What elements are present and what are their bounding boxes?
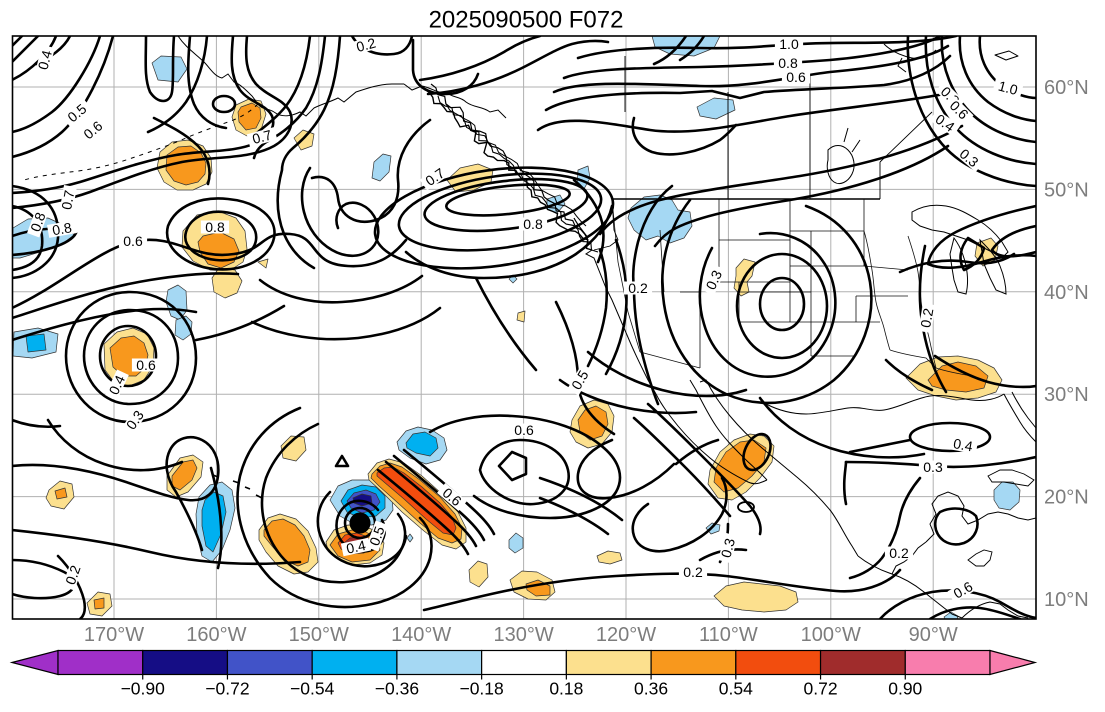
svg-text:140°W: 140°W [391,624,451,646]
svg-text:120°W: 120°W [596,624,656,646]
svg-text:−0.36: −0.36 [375,679,419,699]
svg-text:0.4: 0.4 [952,435,974,454]
svg-text:0.4: 0.4 [35,48,56,71]
svg-text:0.18: 0.18 [549,679,583,699]
svg-text:0.2: 0.2 [683,564,703,580]
svg-text:0.2: 0.2 [354,35,377,56]
svg-text:0.7: 0.7 [250,127,273,148]
svg-text:130°W: 130°W [493,624,553,646]
svg-text:30°N: 30°N [1044,384,1089,406]
svg-text:0.72: 0.72 [804,679,838,699]
svg-text:90°W: 90°W [909,624,958,646]
svg-text:50°N: 50°N [1044,179,1089,201]
svg-text:0.6: 0.6 [786,69,806,85]
svg-text:0.6: 0.6 [514,422,534,438]
svg-text:0.3: 0.3 [718,536,739,559]
svg-text:0.8: 0.8 [523,216,543,232]
svg-text:0.2: 0.2 [62,563,84,587]
svg-text:1.0: 1.0 [779,36,799,52]
svg-text:40°N: 40°N [1044,282,1089,304]
svg-text:0.3: 0.3 [923,459,943,475]
svg-text:160°W: 160°W [186,624,246,646]
svg-text:0.8: 0.8 [205,219,225,235]
svg-text:0.4: 0.4 [105,373,128,398]
svg-text:0.8: 0.8 [778,55,798,71]
svg-text:0.6: 0.6 [123,233,143,249]
svg-text:−0.72: −0.72 [205,679,249,699]
svg-text:20°N: 20°N [1044,487,1089,509]
svg-text:0.2: 0.2 [628,280,648,296]
svg-text:60°N: 60°N [1044,77,1089,99]
svg-text:0.3: 0.3 [702,268,725,293]
svg-text:0.4: 0.4 [345,537,368,557]
svg-text:0.8: 0.8 [27,210,49,234]
svg-text:0.2: 0.2 [917,307,936,329]
svg-text:−0.90: −0.90 [121,679,166,699]
svg-text:0.8: 0.8 [51,219,73,238]
svg-text:0.2: 0.2 [889,545,909,561]
svg-text:110°W: 110°W [699,624,758,646]
svg-text:0.36: 0.36 [634,679,668,699]
svg-text:150°W: 150°W [289,624,349,646]
svg-text:10°N: 10°N [1044,589,1089,611]
svg-text:0.54: 0.54 [719,679,753,699]
svg-text:100°W: 100°W [801,624,861,646]
svg-text:1.0: 1.0 [997,78,1020,99]
svg-text:−0.18: −0.18 [459,679,503,699]
svg-text:0.5: 0.5 [366,524,388,548]
svg-text:170°W: 170°W [84,624,144,646]
svg-text:0.7: 0.7 [58,189,77,211]
svg-text:−0.54: −0.54 [290,679,335,699]
svg-text:2025090500 F072: 2025090500 F072 [429,7,624,34]
svg-text:0.90: 0.90 [888,679,922,699]
svg-text:0.6: 0.6 [136,357,156,373]
